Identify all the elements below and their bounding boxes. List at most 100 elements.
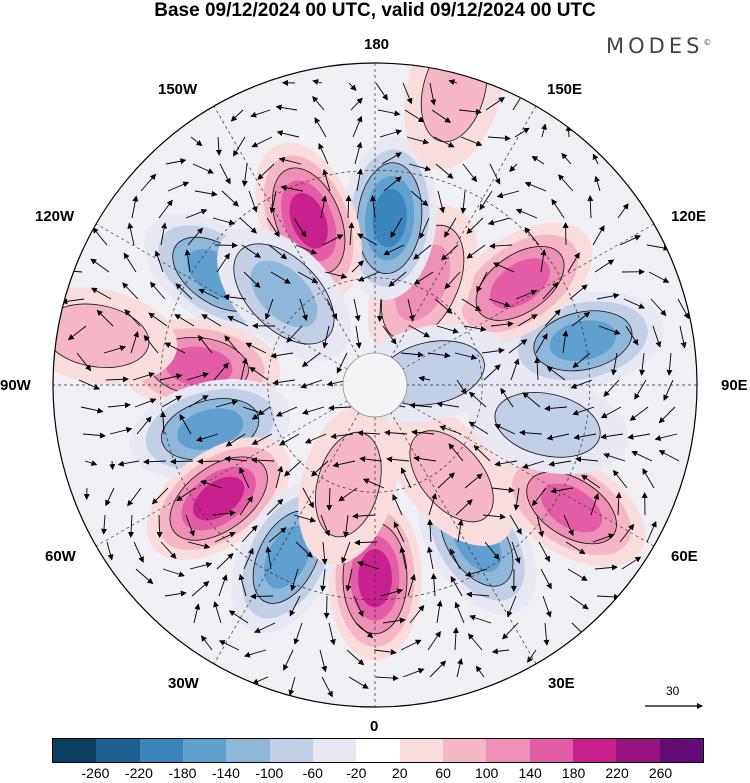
wind-vector [215,136,222,156]
wind-vector [122,282,139,300]
wind-vector [648,271,670,283]
colorbar-swatch [659,739,703,762]
wind-vector [92,227,108,246]
brand-logo: MODES© [606,34,712,58]
wind-vector [133,541,144,563]
wind-vector [510,358,520,381]
wind-vector [127,222,135,246]
wind-vector [677,298,690,320]
wind-vector [187,541,211,550]
wind-vector [124,309,141,327]
wind-vector [164,590,187,597]
wind-vector [162,568,185,578]
wind-vector [240,357,248,381]
wind-vector [159,373,183,381]
wind-vector [402,82,413,105]
wind-vector [239,467,250,489]
wind-vector [106,541,114,561]
wind-vector [587,195,594,219]
wind-vector [289,595,301,617]
wind-vector [515,208,538,219]
wind-vector [534,357,541,381]
wind-vector [278,156,302,165]
wind-vector [467,633,483,651]
wind-vector [383,244,405,256]
wind-vector [134,398,157,408]
wind-vector [270,271,291,284]
wind-vector [284,460,302,477]
wind-vector [663,379,674,402]
wind-vector [346,649,365,666]
wind-vector [239,495,253,516]
wind-vector [353,298,361,322]
wind-vector [481,347,505,354]
wind-vector [542,281,559,300]
wind-vector [383,176,402,192]
wind-vector [82,432,106,439]
wind-vector [283,649,294,671]
colorbar-swatch [269,739,313,762]
longitude-label: 150W [158,81,198,98]
wind-vector [148,312,168,327]
wind-vector [356,168,363,192]
wind-vector [78,379,101,390]
wind-vector [295,541,313,558]
wind-vector [625,325,639,346]
wind-vector [511,541,521,564]
wind-vector [509,514,522,535]
wind-vector [444,271,461,290]
wind-vector [167,181,190,192]
anomaly-center [466,375,629,475]
wind-vector [646,520,657,543]
colorbar-swatch [53,739,97,762]
wind-vector [634,379,647,400]
wind-vector [105,487,115,507]
wind-vector [350,97,363,111]
wind-vector [621,556,642,570]
wind-vector [215,399,239,408]
wind-vector [96,309,114,327]
wind-vector [257,163,275,180]
wind-vector [567,568,588,581]
wind-vector [496,190,520,199]
wind-vector [382,617,406,624]
wind-vector [627,433,651,440]
wind-vector [546,433,570,441]
wind-vector [352,115,363,138]
wind-vector [286,325,303,343]
map-border [52,62,698,708]
wind-vector [444,217,457,238]
wind-vector [341,541,351,564]
longitude-label: 60W [45,548,76,565]
wind-vector [381,152,402,165]
wind-vector [434,298,453,314]
wind-vector [200,635,213,651]
wind-vector [136,416,152,435]
wind-vector [407,573,416,597]
anomaly-center [217,227,351,361]
wind-vector [320,568,327,592]
wind-vector [357,429,381,436]
wind-vector [197,458,221,465]
wind-vector [105,376,129,383]
wind-vector [194,190,218,197]
wind-vector [213,600,222,624]
wind-vector [196,433,219,442]
wind-vector [326,487,333,511]
wind-vector [430,573,437,597]
wind-vector [388,271,407,287]
wind-vector [275,104,298,111]
wind-vector [160,222,168,246]
longitude-label: 90W [0,377,31,394]
colorbar-swatch [312,739,357,762]
wind-vector [299,298,308,322]
wind-vector [522,392,541,408]
wind-vector [228,610,249,624]
wind-vector [348,82,357,91]
wind-vector [571,311,591,327]
wind-vector [598,325,621,335]
wind-vector [297,271,319,284]
wind-vector [468,421,489,435]
wind-vector [320,195,328,219]
wind-vector [103,345,127,354]
